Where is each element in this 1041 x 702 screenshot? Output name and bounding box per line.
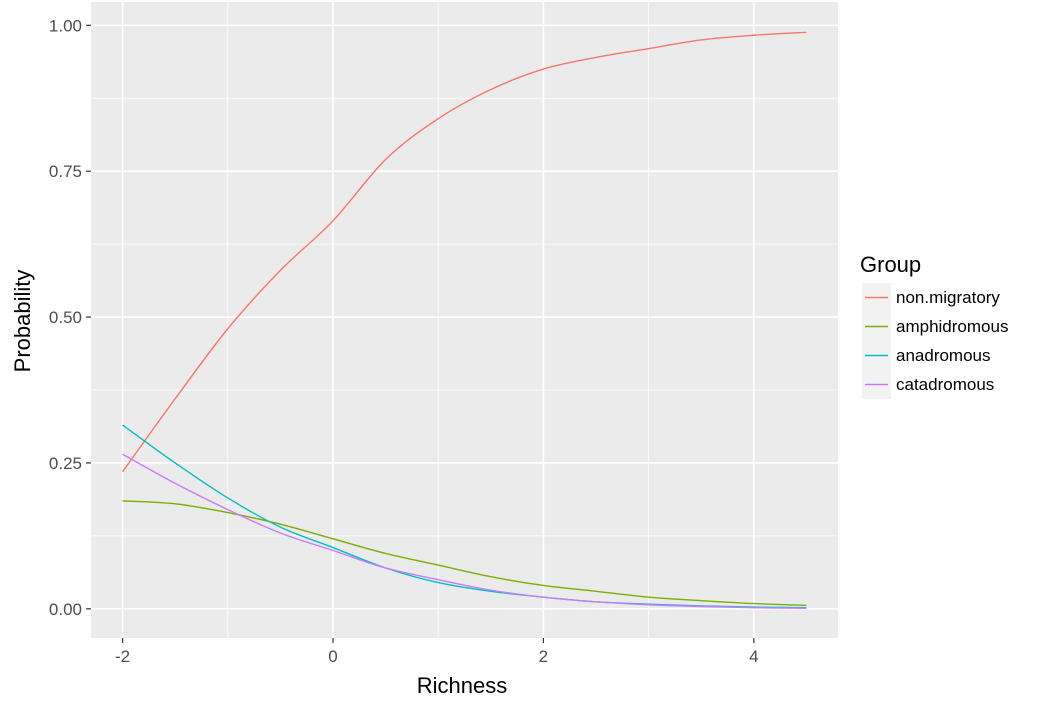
- y-axis: 0.00 0.25 0.50 0.75 1.00: [49, 16, 91, 619]
- y-tick-label: 1.00: [49, 16, 82, 35]
- x-tick-label: 2: [539, 647, 548, 666]
- y-tick-label: 0.50: [49, 308, 82, 327]
- series-line-catadromous: [122, 453, 807, 609]
- y-tick-label: 0.75: [49, 162, 82, 181]
- legend: Group non.migratory amphidromous anadromou…: [860, 252, 1008, 399]
- legend-title: Group: [860, 252, 921, 277]
- x-tick-label: 0: [328, 647, 337, 666]
- x-axis-title: Richness: [417, 673, 507, 698]
- legend-label: non.migratory: [896, 288, 1000, 307]
- series-line-non-migratory: [121, 31, 807, 473]
- y-tick-label: 0.25: [49, 454, 82, 473]
- x-tick-label: -2: [115, 647, 130, 666]
- legend-label: amphidromous: [896, 317, 1008, 336]
- y-tick-label: 0.00: [49, 600, 82, 619]
- y-axis-title: Probability: [10, 270, 35, 373]
- x-axis: -2 0 2 4: [115, 638, 759, 666]
- series-lines: [121, 31, 807, 609]
- plot-panel: [91, 2, 838, 638]
- x-tick-label: 4: [749, 647, 758, 666]
- legend-label: anadromous: [896, 346, 991, 365]
- legend-label: catadromous: [896, 375, 994, 394]
- series-line-amphidromous: [122, 500, 807, 607]
- grid-lines: [91, 2, 838, 638]
